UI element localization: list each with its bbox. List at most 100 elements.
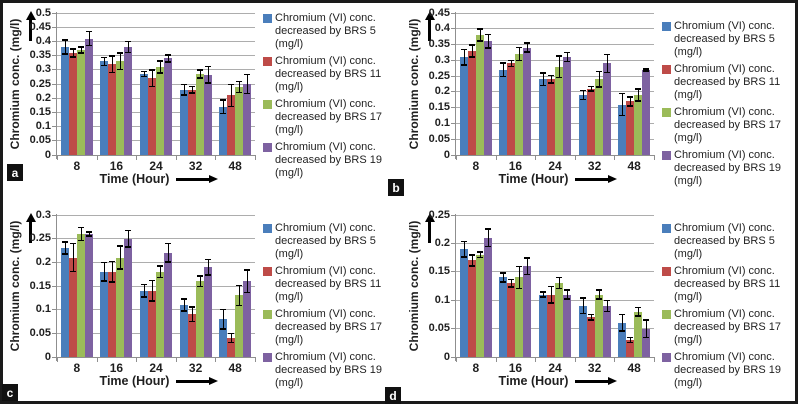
bar [140, 74, 148, 155]
y-tick [52, 12, 57, 14]
error-bar [191, 306, 193, 322]
legend-entry: Chromium (VI) conc. decreased by BRS 11 … [263, 265, 396, 304]
x-tick [495, 156, 497, 160]
error-bar-cap [564, 289, 570, 291]
error-bar-cap [500, 272, 507, 274]
error-bar [160, 60, 161, 74]
error-bar-cap [157, 72, 163, 74]
error-bar [80, 227, 82, 241]
error-bar-cap [500, 62, 507, 64]
y-tick-label: 0.15 [29, 105, 51, 118]
x-tick [535, 156, 537, 160]
error-bar-cap [228, 105, 235, 108]
error-bar [487, 228, 489, 247]
bar [195, 74, 204, 155]
y-tick-label: 0 [44, 148, 51, 161]
y-tick [451, 75, 456, 77]
error-bar [503, 62, 505, 77]
bar [586, 317, 595, 357]
error-bar-cap [603, 310, 610, 313]
legend-label: Chromium (VI) conc. decreased by BRS 19 … [674, 351, 782, 389]
bar [156, 271, 164, 357]
error-bar-cap [476, 40, 483, 42]
bar [642, 69, 651, 155]
error-bar-cap [149, 85, 155, 88]
y-tick-label: 0.3 [35, 63, 51, 76]
error-bar-cap [236, 284, 243, 287]
error-bar [567, 52, 568, 62]
error-bar-cap [244, 73, 251, 76]
bar [467, 50, 476, 155]
error-bar-cap [619, 114, 626, 117]
x-axis-line [455, 155, 655, 156]
bar [76, 233, 85, 357]
error-bar-cap [627, 105, 634, 107]
y-tick [451, 122, 456, 124]
error-bar-cap [109, 55, 116, 57]
legend-entry: Chromium (VI) conc. decreased by BRS 5 (… [662, 20, 795, 59]
y-tick [451, 138, 456, 140]
error-bar-cap [587, 90, 594, 92]
error-bar-cap [643, 68, 650, 70]
error-bar-cap [165, 242, 171, 245]
error-bar-cap [516, 46, 523, 49]
y-tick [52, 154, 57, 156]
error-bar [606, 54, 608, 73]
error-bar-cap [627, 336, 634, 339]
error-bar-cap [587, 313, 594, 316]
error-bar [247, 74, 249, 94]
bar [164, 252, 172, 357]
bar [235, 86, 244, 155]
error-bar [471, 44, 473, 58]
legend-marker-icon [263, 143, 272, 152]
gridline [57, 26, 255, 28]
legend-entry: Chromium (VI) conc. decreased by BRS 19 … [263, 351, 396, 390]
error-bar-cap [524, 273, 531, 276]
error-bar-cap [101, 64, 108, 67]
y-tick-label: 0.15 [29, 279, 51, 292]
bar [179, 304, 188, 357]
bar [578, 95, 587, 155]
legend-b: Chromium (VI) conc. decreased by BRS 5 (… [662, 20, 795, 192]
x-tick-label: 24 [548, 361, 562, 375]
y-axis-line [455, 214, 456, 361]
error-bar [247, 269, 249, 293]
x-tick [654, 358, 655, 362]
legend-marker-icon [662, 65, 671, 74]
error-bar-cap [85, 44, 92, 47]
y-tick [451, 59, 456, 61]
error-bar-cap [77, 52, 84, 54]
error-bar [630, 337, 632, 343]
x-tick-label: 24 [149, 361, 163, 375]
y-tick [52, 111, 57, 113]
legend-marker-icon [662, 224, 671, 233]
error-bar [112, 55, 114, 73]
error-bar [551, 286, 552, 304]
y-tick-label: 0.05 [29, 134, 51, 147]
bar [84, 38, 93, 155]
error-bar-cap [484, 245, 491, 248]
error-bar [519, 266, 521, 289]
y-axis-arrow-icon [25, 11, 36, 41]
error-bar-cap [540, 84, 546, 87]
legend-marker-icon [662, 22, 671, 31]
error-bar-cap [61, 253, 68, 255]
error-bar-cap [635, 315, 642, 317]
error-bar-cap [204, 274, 211, 276]
panel-c: Chromium conc. (mg/l) 0 0.05 0.1 0.15 0.2 0.2… [0, 202, 399, 404]
legend-entry: Chromium (VI) conc. decreased by BRS 19 … [263, 141, 396, 180]
error-bar-cap [244, 269, 251, 271]
error-bar-cap [196, 285, 203, 288]
y-tick-label: 0.25 [428, 208, 450, 221]
bar [187, 314, 196, 357]
y-tick [52, 55, 57, 57]
error-bar [598, 71, 600, 88]
error-bar [487, 34, 489, 49]
x-tick [136, 156, 138, 160]
legend-label: Chromium (VI) conc. decreased by BRS 5 (… [674, 20, 775, 58]
x-tick-label: 16 [109, 159, 124, 173]
error-bar-cap [619, 92, 626, 95]
y-tick-label: 0.2 [35, 255, 51, 268]
error-bar-cap [196, 77, 203, 79]
error-bar-cap [85, 235, 92, 237]
